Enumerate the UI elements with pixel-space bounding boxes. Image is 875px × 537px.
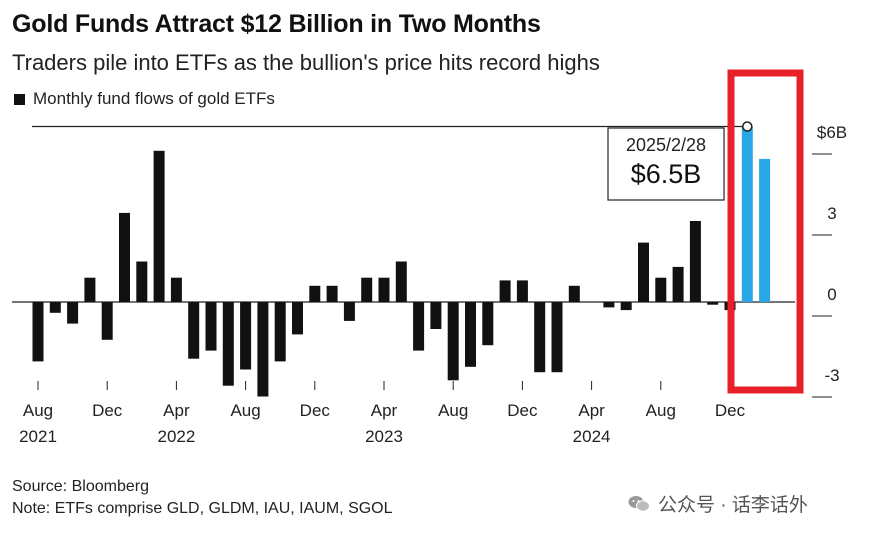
wechat-icon (628, 495, 650, 512)
x-tick-label-2022-12: Dec (300, 401, 331, 420)
y-tick-label-0: 0 (827, 285, 836, 304)
bar-2024-05 (603, 302, 615, 308)
bar-2023-05 (395, 261, 407, 302)
peak-marker (742, 121, 753, 132)
callout-value: $6.5B (631, 159, 702, 189)
bar-2023-07 (430, 302, 442, 329)
x-tick-label-2024-12: Dec (715, 401, 746, 420)
x-tick-label-2024-08: Aug (646, 401, 676, 420)
x-tick-label-2021-12: Dec (92, 401, 123, 420)
bar-2024-03 (568, 285, 580, 302)
x-tick-label-2023-12: Dec (507, 401, 538, 420)
bar-2024-09 (672, 266, 684, 302)
bar-2021-08 (32, 302, 44, 362)
x-tick-label-2022-08: Aug (230, 401, 260, 420)
bar-2024-02 (551, 302, 563, 373)
legend: Monthly fund flows of gold ETFs (14, 89, 275, 109)
bar-2022-01 (119, 212, 130, 302)
legend-swatch (14, 93, 25, 105)
callout-box (607, 127, 725, 201)
x-tick-year-2022-04: 2022 (157, 427, 195, 446)
bar-2023-10 (482, 302, 494, 346)
bar-2021-10 (67, 302, 79, 324)
bar-2023-02 (343, 302, 355, 321)
bar-2023-08 (447, 302, 459, 381)
callout-date: 2025/2/28 (626, 135, 706, 155)
bar-2025-02 (759, 158, 771, 302)
x-tick-label-2022-04: Apr (163, 401, 190, 420)
bar-2022-04 (170, 277, 182, 302)
bar-2024-07 (638, 242, 649, 302)
bar-2023-06 (413, 302, 425, 351)
bar-2023-04 (378, 277, 390, 302)
chart-title: Gold Funds Attract $12 Billion in Two Mo… (12, 10, 541, 38)
bar-2024-08 (655, 277, 667, 302)
x-tick-label-2023-08: Aug (438, 401, 468, 420)
source-note: Source: Bloomberg (12, 478, 149, 495)
x-tick-label-2024-04: Apr (578, 401, 605, 420)
y-tick-label-3: 3 (827, 204, 836, 223)
y-tick-label-6: $6B (817, 123, 847, 142)
etf-note: Note: ETFs comprise GLD, GLDM, IAU, IAUM… (12, 500, 393, 517)
bar-2022-08 (240, 302, 252, 370)
x-tick-label-2021-08: Aug (23, 401, 53, 420)
watermark-text: 公众号 · 话李话外 (658, 495, 808, 516)
y-tick-label--3: -3 (824, 366, 839, 385)
bar-2022-10 (274, 302, 286, 362)
x-tick-year-2021-08: 2021 (19, 427, 57, 446)
bar-2022-11 (292, 302, 303, 335)
bar-2021-11 (84, 277, 96, 302)
bar-2022-12 (309, 285, 321, 302)
legend-label: Monthly fund flows of gold ETFs (33, 89, 275, 108)
bar-2024-01 (534, 302, 546, 373)
bar-2024-11 (707, 302, 719, 305)
bar-2021-09 (49, 302, 61, 313)
bar-2022-06 (205, 302, 217, 351)
bar-2022-05 (188, 302, 200, 359)
bar-2023-09 (465, 302, 476, 367)
bar-2022-02 (136, 261, 148, 302)
bar-2023-01 (326, 285, 338, 302)
bar-2022-07 (222, 302, 234, 386)
x-tick-label-2023-04: Apr (371, 401, 398, 420)
bar-2023-12 (516, 280, 528, 302)
bar-2022-09 (257, 302, 269, 397)
bar-2024-06 (620, 302, 632, 311)
bar-2021-12 (101, 302, 113, 340)
bar-2023-11 (499, 280, 511, 302)
bar-2023-03 (361, 277, 373, 302)
chart-subtitle: Traders pile into ETFs as the bullion's … (12, 50, 600, 75)
bar-2025-01 (741, 126, 753, 302)
watermark: 公众号 · 话李话外 (628, 490, 808, 517)
bar-2024-10 (689, 221, 701, 302)
x-tick-year-2024-04: 2024 (573, 427, 611, 446)
x-tick-year-2023-04: 2023 (365, 427, 403, 446)
annotation-highlight-box (727, 69, 804, 394)
bar-2022-03 (153, 150, 165, 302)
